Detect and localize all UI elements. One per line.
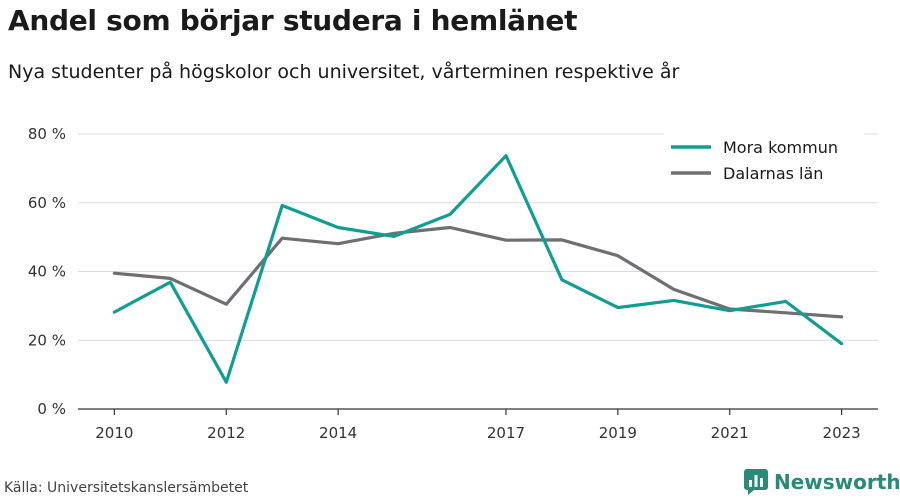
x-tick-label: 2019	[599, 424, 637, 442]
brand-logo[interactable]: Newsworthy	[744, 469, 900, 495]
chart-title: Andel som börjar studera i hemlänet	[8, 4, 578, 37]
brand-name: Newsworthy	[774, 470, 900, 494]
chart-subtitle: Nya studenter på högskolor och universit…	[8, 61, 680, 83]
x-tick-label: 2021	[711, 424, 749, 442]
y-tick-label: 80 %	[28, 125, 66, 143]
x-axis: 2010 2012 2014 2017 2019 2021 2023	[78, 408, 878, 442]
x-tick-label: 2023	[823, 424, 861, 442]
series-line-1	[112, 225, 844, 319]
series-lines	[112, 154, 844, 384]
y-tick-label: 40 %	[28, 263, 66, 281]
x-tick-label: 2010	[95, 424, 133, 442]
y-tick-label: 0 %	[37, 400, 66, 418]
y-axis: 0 % 20 % 40 % 60 % 80 %	[28, 125, 66, 418]
legend: Mora kommun Dalarnas län	[664, 130, 864, 190]
x-tick-label: 2017	[487, 424, 525, 442]
y-tick-label: 20 %	[28, 331, 66, 349]
x-tick-label: 2014	[319, 424, 357, 442]
legend-background	[664, 130, 864, 190]
legend-label: Mora kommun	[723, 138, 838, 157]
source-note: Källa: Universitetskanslersämbetet	[4, 480, 249, 496]
x-tick-label: 2012	[207, 424, 245, 442]
series-line-0	[112, 154, 844, 384]
bar-chart-icon	[744, 469, 768, 495]
y-tick-label: 60 %	[28, 194, 66, 212]
legend-label: Dalarnas län	[723, 164, 823, 183]
